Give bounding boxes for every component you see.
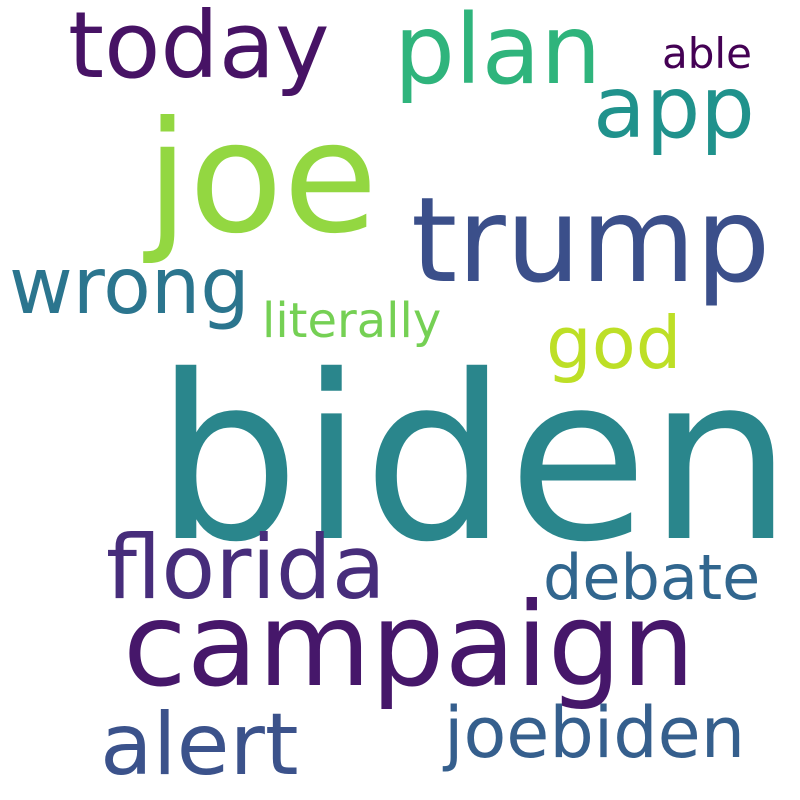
word-trump: trump — [411, 171, 771, 309]
word-app: app — [593, 58, 755, 158]
word-god: god — [546, 301, 682, 385]
word-literally: literally — [262, 293, 442, 349]
word-campaign: campaign — [123, 578, 695, 713]
word-plan: plan — [394, 0, 602, 106]
word-today: today — [68, 0, 330, 99]
word-wrong: wrong — [9, 242, 250, 332]
word-joe: joe — [146, 89, 378, 268]
word-biden: biden — [155, 326, 793, 592]
word-debate: debate — [543, 541, 761, 614]
word-alert: alert — [100, 695, 299, 795]
word-florida: florida — [106, 516, 386, 619]
word-joebiden: joebiden — [444, 692, 746, 774]
word-able: able — [662, 29, 752, 78]
